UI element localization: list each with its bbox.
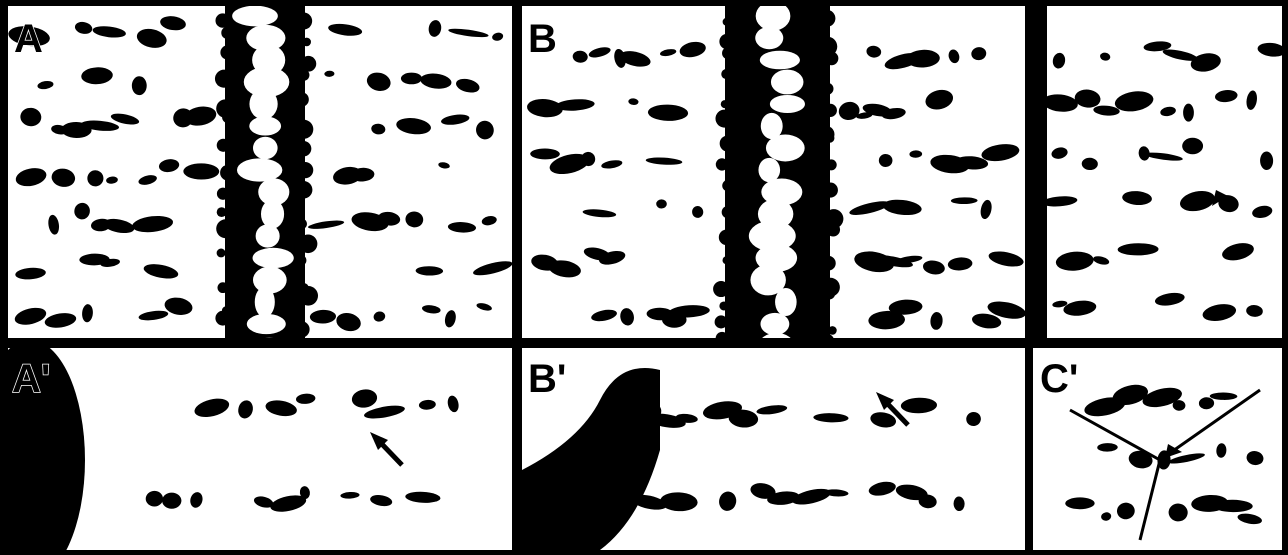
texture-blob — [294, 120, 313, 139]
texture-blob — [715, 110, 733, 128]
texture-blob — [1033, 6, 1047, 338]
texture-blob — [296, 141, 311, 156]
texture-blob — [295, 13, 312, 30]
texture-blob — [771, 70, 804, 95]
panel-label: A' — [12, 357, 50, 401]
texture-blob — [249, 116, 281, 135]
texture-blob — [217, 249, 226, 258]
texture-blob — [261, 199, 284, 228]
texture-blob — [252, 248, 293, 268]
texture-blob — [723, 18, 731, 26]
texture-blob — [215, 13, 229, 27]
texture-blob — [715, 315, 728, 328]
texture-blob — [222, 111, 234, 123]
texture-blob — [721, 100, 729, 108]
texture-blob — [220, 165, 236, 181]
texture-blob — [255, 287, 275, 318]
panel-c — [1033, 6, 1282, 338]
texture-blob — [720, 135, 736, 151]
texture-blob — [760, 51, 800, 70]
texture-blob — [755, 27, 783, 49]
texture-blob — [293, 321, 309, 337]
texture-blob — [770, 95, 805, 113]
texture-blob — [722, 206, 734, 218]
texture-blob — [296, 255, 307, 266]
texture-blob — [775, 288, 797, 316]
page: {"panels": [ {"label": "A"}, {"label": "… — [0, 0, 1288, 555]
texture-blob — [1182, 138, 1203, 155]
texture-blob — [215, 70, 233, 88]
texture-blob — [719, 229, 735, 245]
texture-blob — [722, 180, 733, 191]
texture-blob — [761, 113, 783, 139]
texture-blob — [217, 282, 228, 293]
texture-blob — [297, 162, 313, 178]
texture-blob — [818, 10, 835, 27]
texture-blob — [301, 56, 317, 72]
texture-blob — [294, 92, 309, 107]
texture-blob — [253, 137, 278, 159]
texture-blob — [826, 159, 837, 170]
texture-blob — [221, 27, 233, 39]
texture-blob — [401, 73, 422, 85]
texture-blob — [296, 219, 307, 230]
texture-blob — [232, 6, 278, 27]
texture-blob — [823, 183, 838, 198]
texture-blob — [132, 76, 147, 95]
texture-blob — [256, 224, 280, 247]
texture-blob — [217, 207, 227, 217]
texture-blob — [237, 158, 282, 181]
texture-blob — [217, 188, 229, 200]
texture-blob — [825, 52, 839, 66]
texture-blob — [162, 493, 181, 509]
texture-blob — [823, 288, 835, 300]
panel-label: A — [14, 17, 43, 61]
texture-blob — [719, 34, 735, 50]
texture-blob — [825, 133, 834, 142]
panel-label: B' — [528, 357, 566, 401]
texture-blob — [821, 83, 833, 95]
texture-blob — [220, 45, 234, 59]
texture-blob — [760, 313, 789, 335]
texture-blob — [824, 104, 837, 117]
texture-blob — [1183, 104, 1194, 122]
texture-blob — [215, 311, 230, 326]
texture-blob — [828, 326, 837, 335]
texture-blob — [298, 69, 310, 81]
texture-blob — [719, 301, 728, 310]
panel-label: C' — [1040, 357, 1078, 401]
texture-blob — [722, 47, 734, 59]
texture-blob — [713, 281, 729, 297]
texture-blob — [758, 158, 780, 182]
texture-blob — [299, 235, 318, 254]
texture-blob — [766, 135, 805, 162]
texture-blob — [302, 38, 311, 47]
texture-blob — [217, 139, 230, 152]
texture-blob — [247, 314, 286, 334]
texture-blob — [298, 286, 318, 306]
texture-blob — [295, 181, 313, 199]
texture-blob — [723, 256, 731, 264]
panel-label: B — [528, 17, 557, 61]
texture-blob — [826, 223, 840, 237]
texture-blob — [721, 69, 731, 79]
texture-blob — [716, 158, 728, 170]
figure: A B A' B' C' — [0, 0, 1288, 555]
texture-blob — [821, 256, 836, 271]
texture-blob — [249, 89, 277, 120]
texture-blob — [216, 219, 235, 238]
